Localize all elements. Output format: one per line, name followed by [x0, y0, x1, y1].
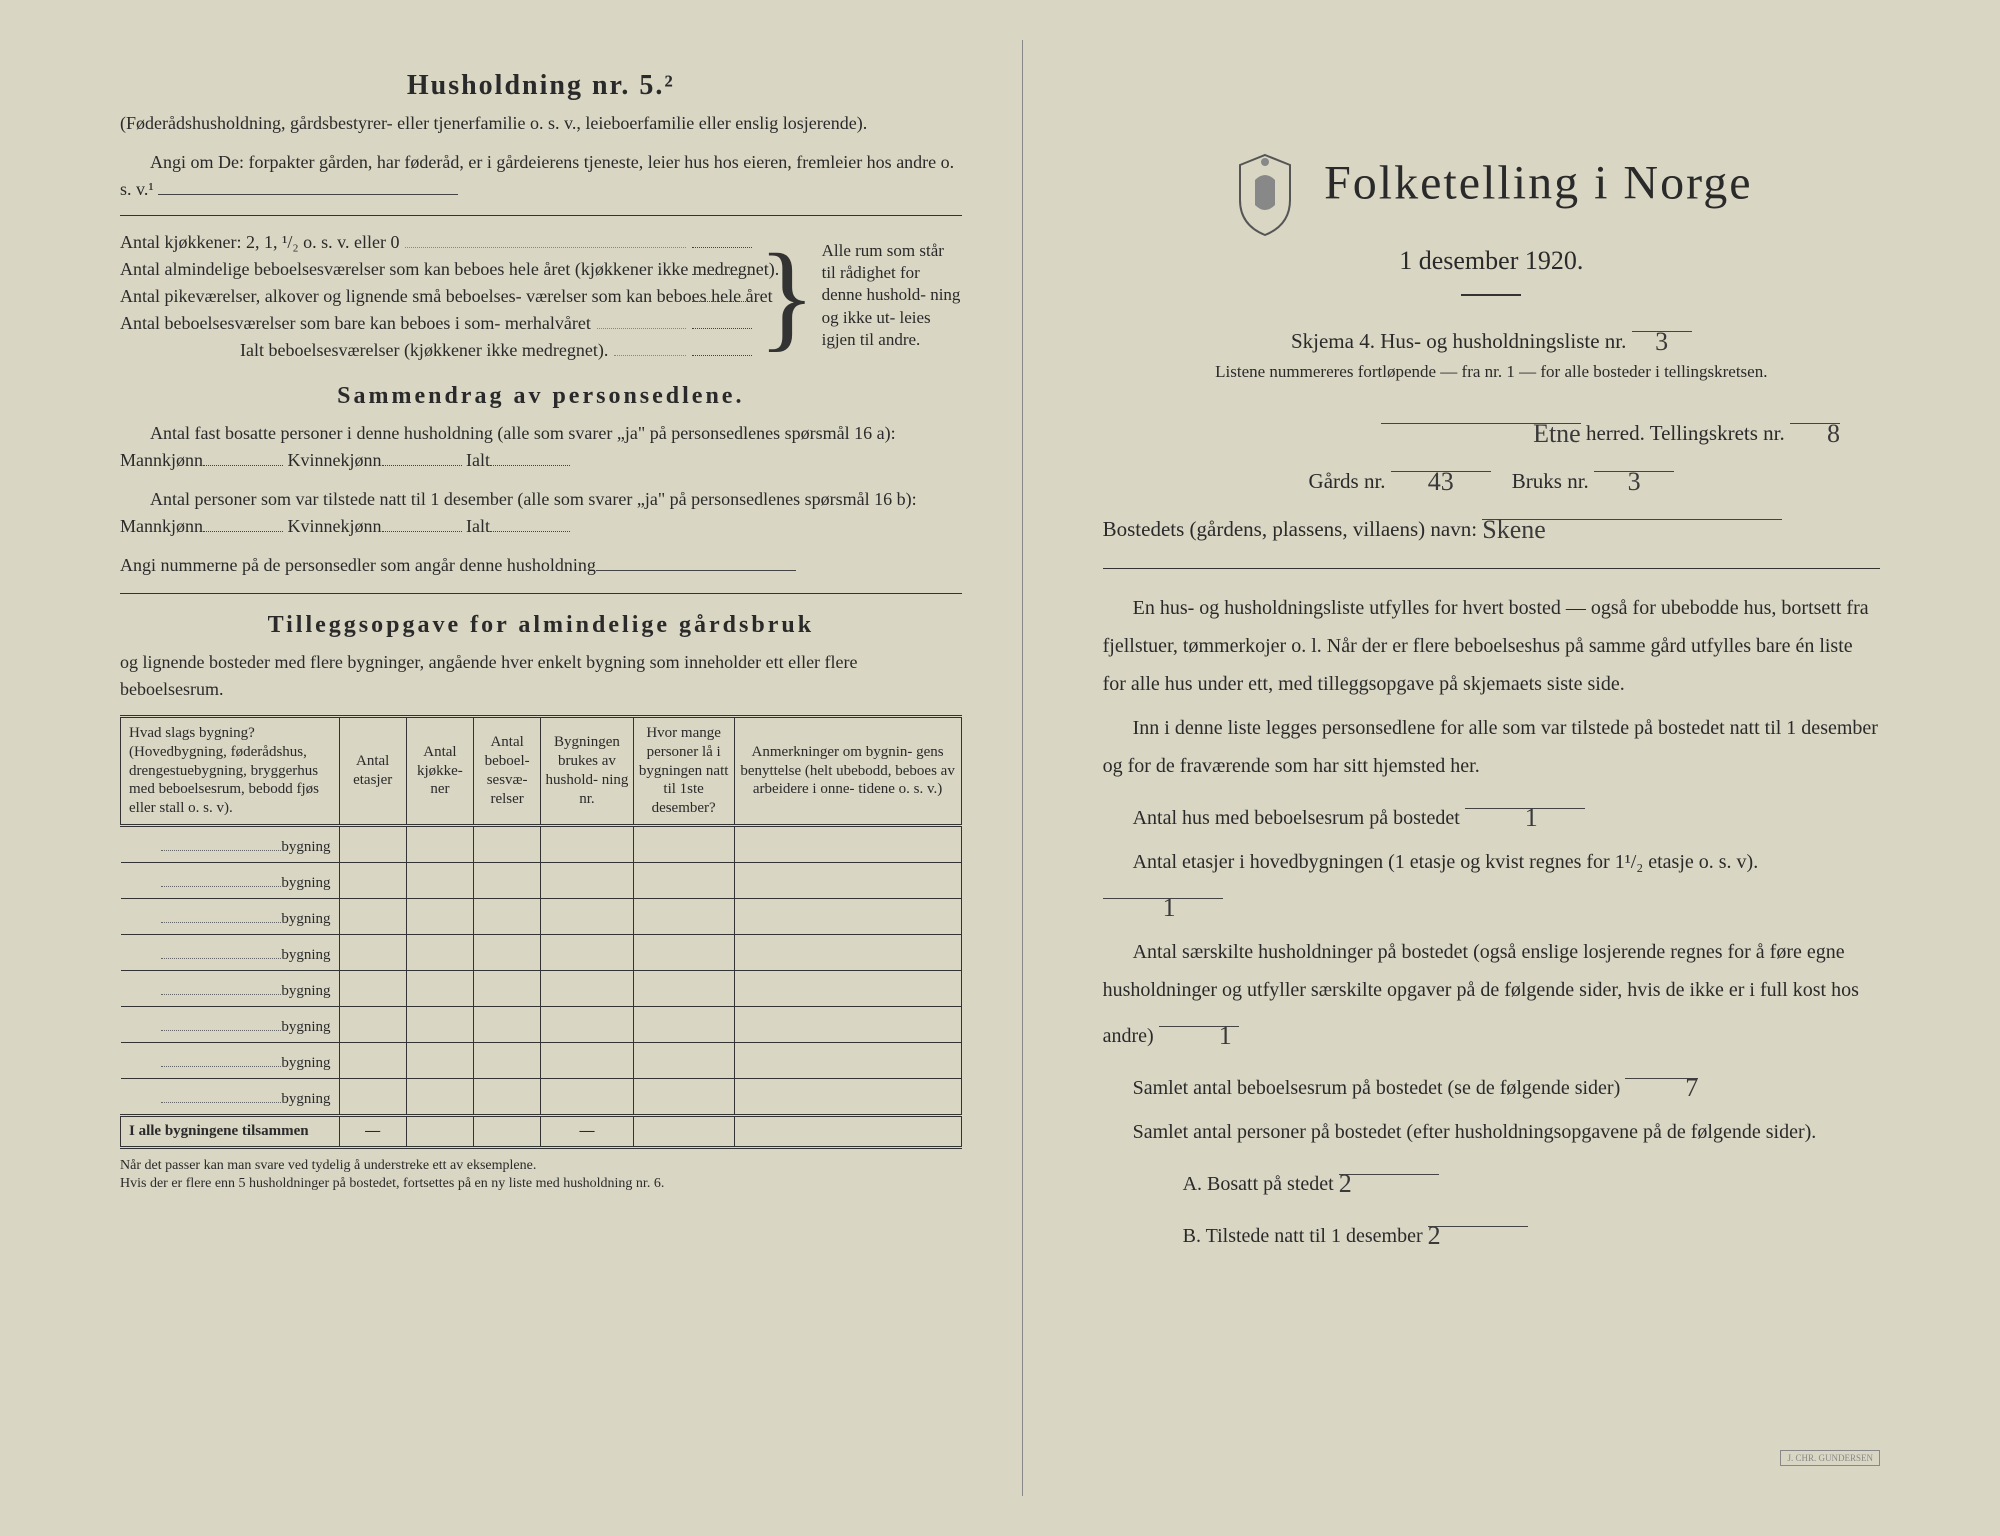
aB: 2: [1428, 1211, 1441, 1260]
intro-blank: [158, 177, 458, 195]
rooms-row-3: Antal beboelsesværelser som bare kan beb…: [120, 311, 752, 334]
th-1: Antal etasjer: [339, 717, 406, 826]
q5: Samlet antal personer på bostedet (efter…: [1103, 1113, 1880, 1151]
title-date: 1 desember 1920.: [1103, 246, 1880, 276]
gard-line: Gårds nr. 43 Bruks nr. 3: [1103, 454, 1880, 502]
bosted-line: Bostedets (gårdens, plassens, villaens) …: [1103, 502, 1880, 550]
building-table: Hvad slags bygning? (Hovedbygning, føder…: [120, 715, 962, 1149]
a2: 1: [1133, 883, 1176, 932]
intro-2: Angi om De: forpakter gården, har føderå…: [120, 149, 962, 203]
right-body: En hus- og husholdningsliste utfylles fo…: [1103, 589, 1880, 1255]
para-1: En hus- og husholdningsliste utfylles fo…: [1103, 589, 1880, 703]
sum-label: I alle bygningene tilsammen: [121, 1115, 340, 1147]
printer-stamp: J. CHR. GUNDERSEN: [1780, 1450, 1880, 1466]
table-row: bygning: [121, 898, 962, 934]
footnote-1: Når det passer kan man svare ved tydelig…: [120, 1157, 962, 1193]
table-row: bygning: [121, 934, 962, 970]
summary-nums: Angi nummerne på de personsedler som ang…: [120, 552, 962, 579]
table-row: bygning: [121, 862, 962, 898]
summary-line-2: Antal personer som var tilstede natt til…: [120, 486, 962, 540]
a4: 7: [1655, 1063, 1698, 1112]
rooms-block: Antal kjøkkener: 2, 1, ¹/₂ o. s. v. elle…: [120, 226, 962, 365]
qB: B. Tilstede natt til 1 desember 2: [1103, 1209, 1880, 1255]
left-page: Husholdning nr. 5.² (Føderådshusholdning…: [60, 40, 1023, 1496]
title-block: Folketelling i Norge 1 desember 1920.: [1103, 150, 1880, 296]
q2: Antal etasjer i hovedbygningen (1 etasje…: [1103, 843, 1880, 927]
th-6: Anmerkninger om bygnin- gens benyttelse …: [734, 717, 961, 826]
brace-text: Alle rum som står til rådighet for denne…: [822, 240, 962, 350]
qA: A. Bosatt på stedet 2: [1103, 1157, 1880, 1203]
th-0: Hvad slags bygning? (Hovedbygning, føder…: [121, 717, 340, 826]
q4: Samlet antal beboelsesrum på bostedet (s…: [1103, 1061, 1880, 1107]
summary-line-1: Antal fast bosatte personer i denne hush…: [120, 420, 962, 474]
gard-value: 43: [1428, 456, 1454, 508]
a1: 1: [1495, 793, 1538, 842]
coat-of-arms-icon: [1230, 150, 1300, 240]
kitchen-row: Antal kjøkkener: 2, 1, ¹/₂ o. s. v. elle…: [120, 230, 752, 253]
q3: Antal særskilte husholdninger på bostede…: [1103, 933, 1880, 1055]
herred-value: Etne: [1533, 408, 1581, 460]
table-row: bygning: [121, 1042, 962, 1078]
summary-heading: Sammendrag av personsedlene.: [120, 383, 962, 410]
skjema-nr: 3: [1655, 316, 1668, 368]
krets-value: 8: [1827, 408, 1840, 460]
table-row: bygning: [121, 1006, 962, 1042]
rooms-row-1: Antal almindelige beboelsesværelser som …: [120, 257, 752, 280]
table-row: bygning: [121, 1078, 962, 1115]
skjema-line: Skjema 4. Hus- og husholdningsliste nr. …: [1103, 314, 1880, 362]
table-row: bygning: [121, 825, 962, 862]
a3: 1: [1189, 1011, 1232, 1060]
th-4: Bygningen brukes av hushold- ning nr.: [541, 717, 633, 826]
bruk-value: 3: [1628, 456, 1641, 508]
listene: Listene nummereres fortløpende — fra nr.…: [1103, 362, 1880, 382]
addendum-heading: Tilleggsopgave for almindelige gårdsbruk: [120, 612, 962, 639]
rooms-row-2: Antal pikeværelser, alkover og lignende …: [120, 284, 752, 307]
addendum-sub: og lignende bosteder med flere bygninger…: [120, 649, 962, 703]
para-2: Inn i denne liste legges personsedlene f…: [1103, 709, 1880, 785]
left-heading: Husholdning nr. 5.²: [120, 70, 962, 102]
aA: 2: [1339, 1159, 1352, 1208]
intro-1: (Føderådshusholdning, gårdsbestyrer- ell…: [120, 110, 962, 137]
th-3: Antal beboel- sesvæ- relser: [474, 717, 541, 826]
bosted-value: Skene: [1482, 504, 1546, 556]
rooms-total: Ialt beboelsesværelser (kjøkkener ikke m…: [120, 338, 752, 361]
table-row: bygning: [121, 970, 962, 1006]
right-page: Folketelling i Norge 1 desember 1920. Sk…: [1023, 40, 1940, 1496]
th-5: Hvor mange personer lå i bygningen natt …: [633, 717, 734, 826]
main-title: Folketelling i Norge: [1324, 157, 1752, 210]
th-2: Antal kjøkke- ner: [406, 717, 473, 826]
q1: Antal hus med beboelsesrum på bostedet 1: [1103, 791, 1880, 837]
herred-line: Etne herred. Tellingskrets nr. 8: [1103, 406, 1880, 454]
